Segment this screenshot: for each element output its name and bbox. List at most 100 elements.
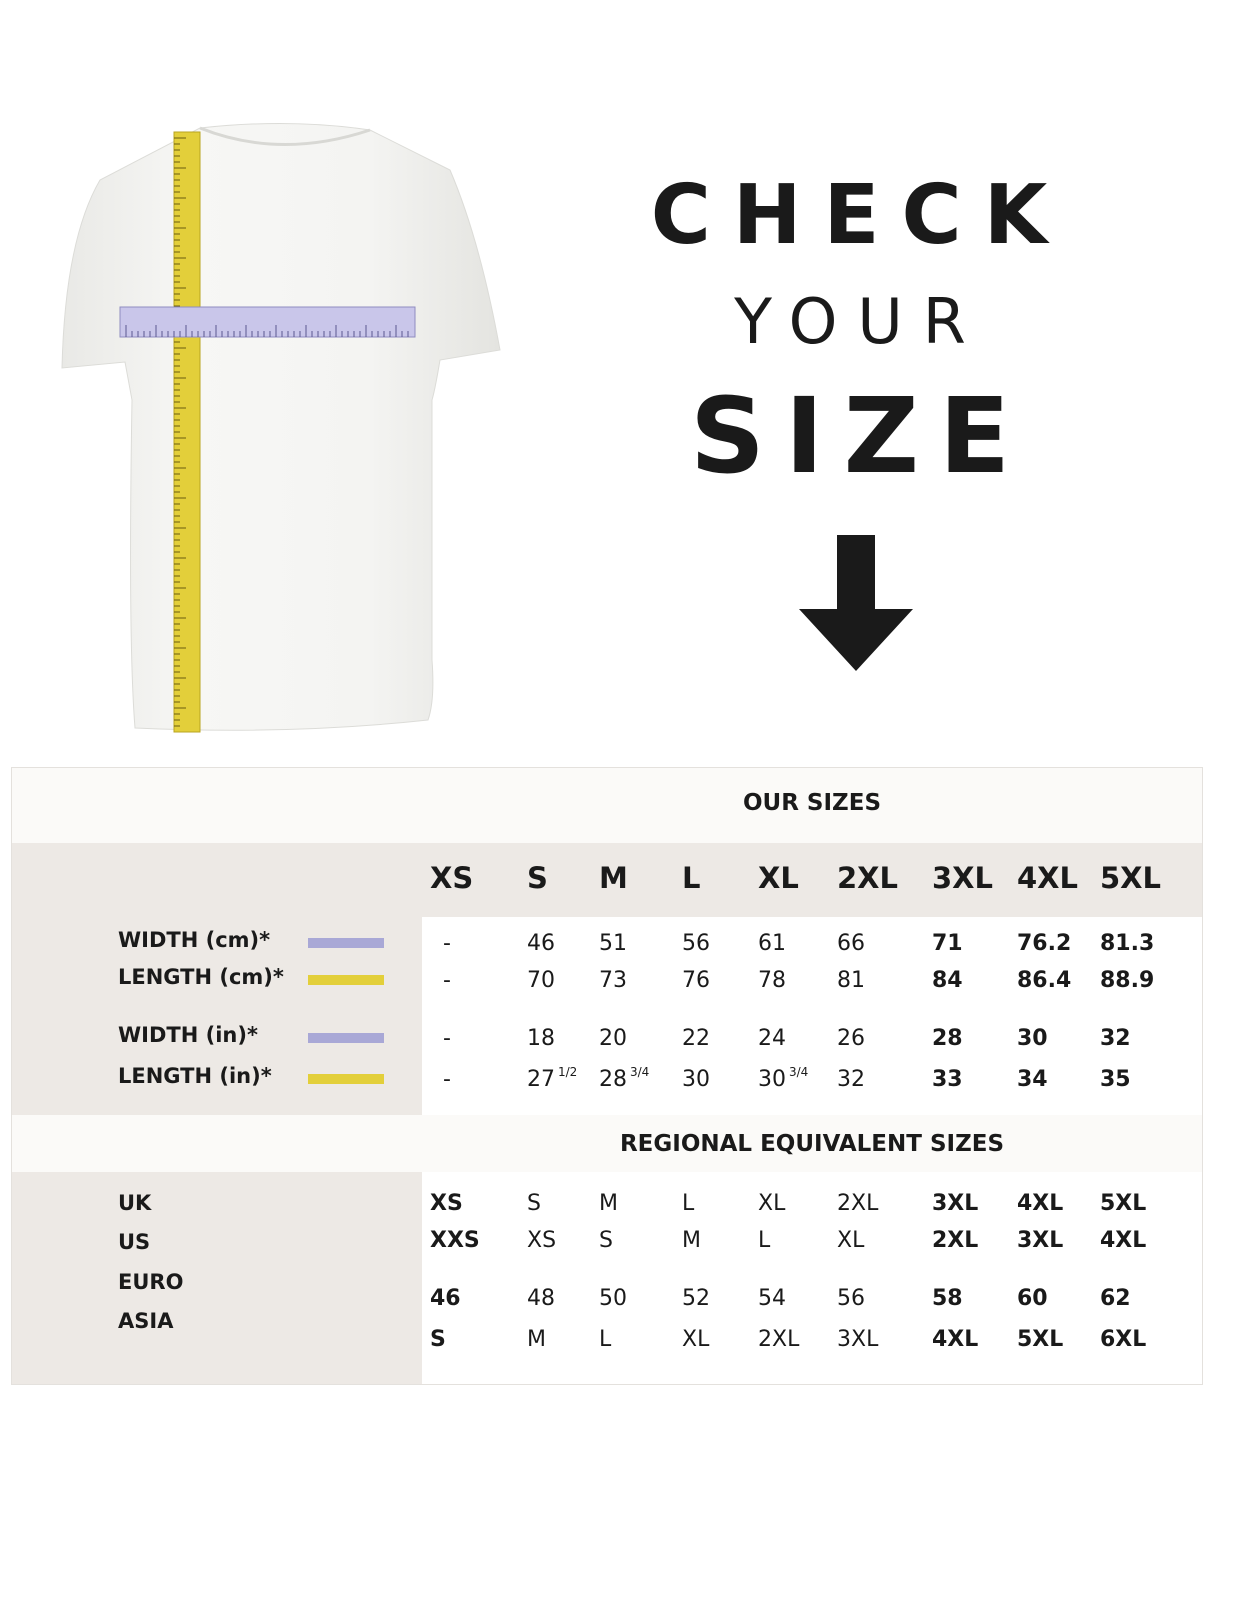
value: 76.2	[1017, 931, 1072, 956]
length-tape-measure	[173, 131, 201, 733]
region-label: US	[118, 1230, 151, 1254]
value: 34	[1017, 1067, 1048, 1092]
regional-size-cell: 2XL	[837, 1191, 879, 1216]
regional-size-cell: 4XL	[1017, 1191, 1064, 1216]
value: 33	[932, 1067, 963, 1092]
size-value-cell: 18	[527, 1026, 555, 1051]
value: 30	[682, 1067, 710, 1092]
size-value-cell: 35	[1100, 1067, 1131, 1092]
value: 84	[932, 968, 963, 993]
size-value-cell: 88.9	[1100, 968, 1154, 993]
size-value-cell: 86.4	[1017, 968, 1071, 993]
regional-size-cell: 2XL	[758, 1327, 800, 1352]
value: 66	[837, 931, 865, 956]
size-value-cell: 81	[837, 968, 865, 993]
arrow-down-icon	[799, 535, 913, 671]
value: 56	[682, 931, 710, 956]
size-value-cell: 33	[932, 1067, 963, 1092]
regional-size-cell: 46	[430, 1286, 461, 1311]
value: 26	[837, 1026, 865, 1051]
value: 18	[527, 1026, 555, 1051]
regional-size-cell: 3XL	[1017, 1228, 1064, 1253]
value: 76	[682, 968, 710, 993]
value: 32	[837, 1067, 865, 1092]
regional-size-cell: XL	[682, 1327, 710, 1352]
regional-size-cell: L	[682, 1191, 695, 1216]
size-value-cell: 76	[682, 968, 710, 993]
value: 27	[527, 1067, 555, 1092]
value: 78	[758, 968, 786, 993]
regional-size-cell: 5XL	[1100, 1191, 1147, 1216]
length-tape-swatch	[308, 975, 384, 985]
fraction: 1/2	[558, 1065, 578, 1079]
regional-size-cell: L	[599, 1327, 612, 1352]
t-shirt-shape	[61, 122, 501, 731]
regional-size-cell: 4XL	[1100, 1228, 1147, 1253]
size-column-header: 2XL	[837, 861, 899, 895]
value: 30	[758, 1067, 786, 1092]
our-sizes-title: OUR SIZES	[742, 790, 882, 816]
value: 32	[1100, 1026, 1131, 1051]
size-value-cell: 32	[837, 1067, 865, 1092]
value: 24	[758, 1026, 786, 1051]
regional-size-cell: 3XL	[837, 1327, 879, 1352]
region-label: UK	[118, 1191, 152, 1215]
size-value-cell: 22	[682, 1026, 710, 1051]
regional-size-cell: 52	[682, 1286, 710, 1311]
regional-size-cell: 6XL	[1100, 1327, 1147, 1352]
value: -	[443, 968, 451, 993]
value: 51	[599, 931, 627, 956]
value: 28	[599, 1067, 627, 1092]
size-value-cell: 71	[932, 931, 963, 956]
value: 81	[837, 968, 865, 993]
region-label: EURO	[118, 1270, 184, 1294]
size-value-cell: 34	[1017, 1067, 1048, 1092]
regional-size-cell: 2XL	[932, 1228, 979, 1253]
regional-values-area	[422, 1172, 1202, 1384]
size-value-cell: 66	[837, 931, 865, 956]
size-value-cell: 27 1/2	[527, 1065, 578, 1092]
regional-size-cell: 54	[758, 1286, 786, 1311]
size-value-cell: 32	[1100, 1026, 1131, 1051]
value: 86.4	[1017, 968, 1072, 993]
size-value-cell: 70	[527, 968, 555, 993]
value: -	[443, 931, 451, 956]
regional-size-cell: M	[682, 1228, 701, 1253]
size-column-header: XS	[430, 861, 474, 895]
width-tape-measure	[119, 306, 416, 338]
value: 46	[527, 931, 555, 956]
regional-size-cell: XS	[430, 1191, 463, 1216]
our-sizes-values-area	[422, 917, 1202, 1115]
size-value-cell: -	[443, 1067, 451, 1092]
fraction: 3/4	[789, 1065, 809, 1079]
size-value-cell: 30 3/4	[758, 1065, 809, 1092]
regional-size-cell: M	[527, 1327, 546, 1352]
size-value-cell: 84	[932, 968, 963, 993]
regional-size-cell: L	[758, 1228, 771, 1253]
size-value-cell: 30	[682, 1067, 710, 1092]
heading-size: SIZE	[689, 375, 1031, 497]
size-value-cell: 78	[758, 968, 786, 993]
size-value-cell: 46	[527, 931, 555, 956]
size-column-header: XL	[758, 861, 799, 895]
value: 81.3	[1100, 931, 1155, 956]
regional-size-cell: 60	[1017, 1286, 1048, 1311]
measurement-label: WIDTH (in)*	[118, 1023, 258, 1047]
value: 73	[599, 968, 627, 993]
size-column-header: 3XL	[932, 861, 994, 895]
heading-check: CHECK	[650, 168, 1070, 263]
value: 22	[682, 1026, 710, 1051]
size-value-cell: 30	[1017, 1026, 1048, 1051]
size-value-cell: 56	[682, 931, 710, 956]
our-sizes-header-band	[12, 768, 1202, 843]
size-column-header: L	[682, 861, 701, 895]
regional-size-cell: S	[430, 1327, 446, 1352]
regional-size-cell: 58	[932, 1286, 963, 1311]
regional-size-cell: S	[599, 1228, 613, 1253]
regional-size-cell: 4XL	[932, 1327, 979, 1352]
value: 35	[1100, 1067, 1131, 1092]
value: 70	[527, 968, 555, 993]
regional-size-cell: 56	[837, 1286, 865, 1311]
value: 71	[932, 931, 963, 956]
regional-size-cell: 62	[1100, 1286, 1131, 1311]
